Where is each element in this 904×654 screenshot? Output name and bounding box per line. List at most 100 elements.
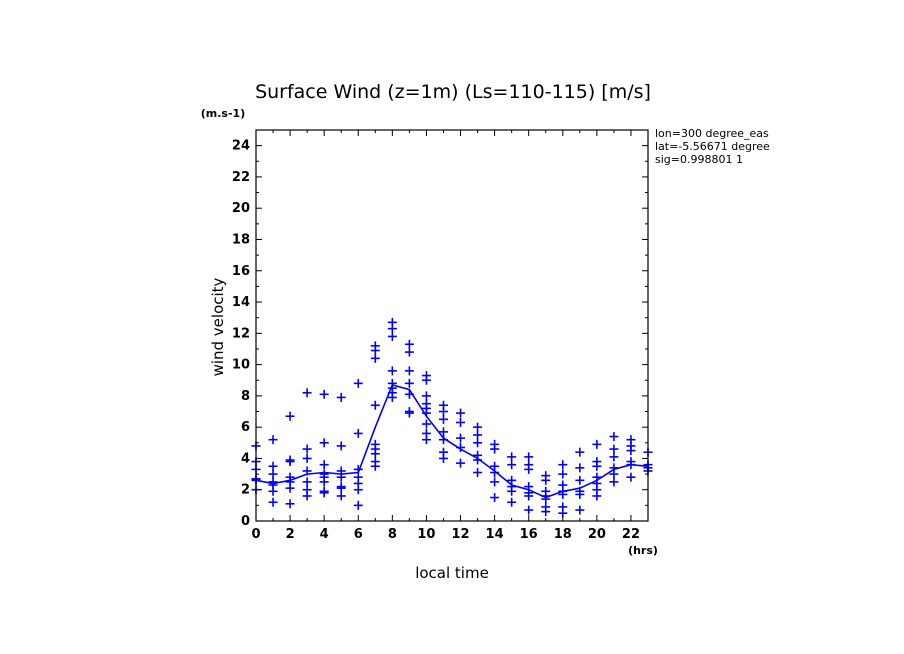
data-point: [421, 419, 431, 429]
data-point: [490, 468, 500, 478]
x-axis-label: local time: [415, 564, 489, 582]
y-tick-label: 20: [232, 201, 250, 216]
data-point: [319, 477, 329, 487]
x-tick-label: 0: [251, 527, 260, 542]
mean-line: [255, 383, 649, 499]
data-point: [575, 489, 585, 499]
data-point: [609, 469, 619, 479]
data-point: [490, 444, 500, 454]
data-point: [353, 428, 363, 438]
data-point: [421, 435, 431, 445]
data-point: [370, 400, 380, 410]
data-point: [370, 353, 380, 363]
y-tick-label: 24: [232, 139, 250, 154]
data-point: [421, 375, 431, 385]
data-point: [336, 392, 346, 402]
x-tick-label: 22: [622, 527, 640, 542]
data-point: [268, 469, 278, 479]
data-point: [285, 483, 295, 493]
data-point: [302, 388, 312, 398]
plot-frame: [255, 129, 649, 522]
x-unit-label: (hrs): [628, 544, 658, 557]
data-point: [285, 457, 295, 467]
data-point: [319, 389, 329, 399]
data-point: [336, 483, 346, 493]
data-point: [302, 453, 312, 463]
data-point: [302, 477, 312, 487]
data-point: [575, 463, 585, 473]
data-point: [268, 497, 278, 507]
data-point: [541, 507, 551, 517]
data-point: [387, 324, 397, 334]
data-point: [507, 452, 517, 462]
data-point: [609, 432, 619, 442]
y-tick-label: 18: [232, 232, 250, 247]
data-point: [456, 408, 466, 418]
data-point: [507, 497, 517, 507]
data-point: [575, 475, 585, 485]
data-point: [558, 469, 568, 479]
x-tick-label: 18: [554, 527, 572, 542]
data-point: [268, 486, 278, 496]
x-tick-label: 8: [388, 527, 397, 542]
y-tick-label: 6: [241, 420, 250, 435]
data-point: [541, 475, 551, 485]
data-point: [387, 331, 397, 341]
info-line: lon=300 degree_eas: [655, 127, 769, 140]
y-tick-label: 22: [232, 170, 250, 185]
data-point: [473, 468, 483, 478]
data-point: [268, 461, 278, 471]
data-point: [575, 505, 585, 515]
data-point: [575, 447, 585, 457]
data-point: [609, 452, 619, 462]
data-point: [370, 461, 380, 471]
y-tick-label: 16: [232, 264, 250, 279]
data-point: [507, 486, 517, 496]
data-point: [558, 489, 568, 499]
data-point: [285, 499, 295, 509]
y-tick-label: 14: [232, 295, 250, 310]
data-point: [473, 422, 483, 432]
data-point: [404, 347, 414, 357]
x-tick-label: 12: [451, 527, 469, 542]
y-unit-label: (m.s-1): [201, 107, 245, 120]
data-point: [626, 460, 636, 470]
data-point: [524, 491, 534, 501]
data-point: [438, 435, 448, 445]
data-point: [626, 446, 636, 456]
data-point: [609, 477, 619, 487]
data-point: [490, 493, 500, 503]
data-point: [558, 460, 568, 470]
data-point: [609, 444, 619, 454]
data-point: [353, 378, 363, 388]
data-point: [592, 491, 602, 501]
x-tick-label: 20: [588, 527, 606, 542]
data-point: [319, 438, 329, 448]
data-point: [473, 438, 483, 448]
data-point: [456, 458, 466, 468]
data-point: [438, 453, 448, 463]
data-point: [456, 442, 466, 452]
data-point: [268, 435, 278, 445]
data-point: [302, 444, 312, 454]
data-point: [507, 460, 517, 470]
data-point: [319, 460, 329, 470]
x-tick-label: 14: [486, 527, 504, 542]
y-tick-label: 12: [232, 326, 250, 341]
y-tick-label: 4: [241, 451, 250, 466]
y-tick-label: 2: [241, 483, 250, 498]
data-point: [421, 391, 431, 401]
data-point: [541, 494, 551, 504]
data-point: [438, 427, 448, 437]
data-point: [473, 430, 483, 440]
data-point: [421, 408, 431, 418]
data-point: [353, 464, 363, 474]
data-point: [353, 500, 363, 510]
x-tick-label: 6: [354, 527, 363, 542]
data-point: [336, 491, 346, 501]
y-tick-label: 0: [241, 514, 250, 529]
data-point: [558, 508, 568, 518]
data-point: [404, 408, 414, 418]
data-point: [404, 366, 414, 376]
